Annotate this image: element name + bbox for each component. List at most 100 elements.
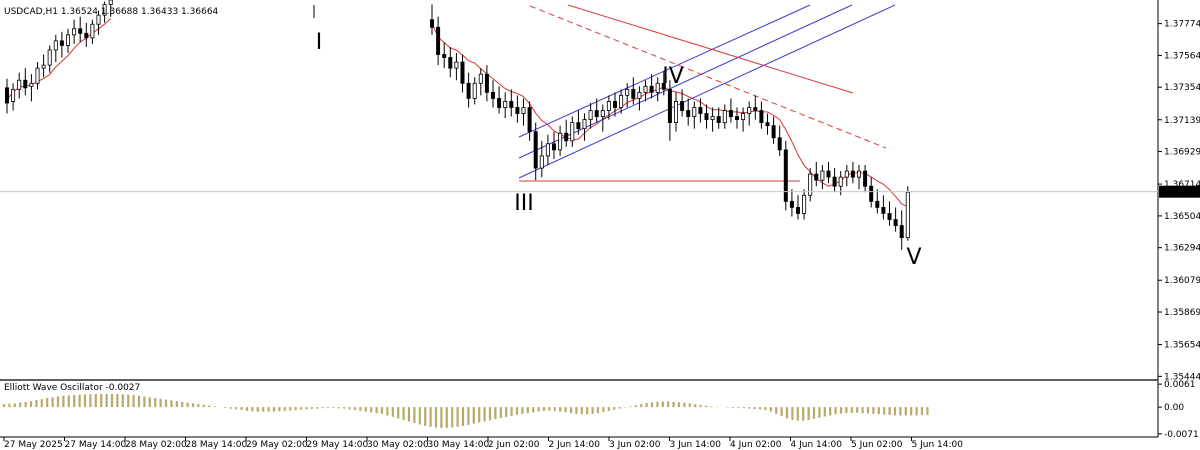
candle [893,207,898,232]
time-tick-label: 3 Jun 14:00 [670,440,722,450]
candle [869,177,874,208]
candle-body [484,73,489,93]
candle [716,107,721,129]
oscillator-axis: 0.0061 0.00 -0.0071 [1158,380,1199,440]
candle [789,189,794,217]
candle-body [832,176,837,187]
candle-body [716,116,721,124]
candle-body [698,107,703,114]
candle-body [552,143,557,151]
candle [814,161,819,187]
candle-body [472,82,477,99]
candle-body [613,101,618,108]
candle [722,104,727,129]
candle-body [777,137,782,151]
candle-body [747,107,752,114]
candle-body [96,14,101,25]
candle-body [863,170,868,187]
candle-body [857,170,862,178]
candle-body [808,173,813,196]
time-tick-label: 2 Jun 02:00 [488,440,540,450]
price-tick-label: 1.37564 [1164,51,1200,61]
candle [741,107,746,132]
candle-body [102,4,107,16]
candle [753,95,758,120]
candle [11,83,16,111]
candle [686,98,691,126]
time-tick-label: 30 May 14:00 [428,440,490,450]
time-tick-label: 28 May 14:00 [186,440,248,450]
candle [637,86,642,111]
candle-body [460,61,465,84]
candle-body [759,110,764,124]
candle [728,98,733,123]
candle [72,19,77,44]
candle [674,92,679,132]
candle [509,89,514,117]
candle [887,201,892,226]
candle-body [66,34,71,46]
candle [905,186,910,241]
wave-label-i: I [316,30,323,55]
oscillator-title: Elliott Wave Oscillator -0.0027 [4,383,140,393]
osc-tick-label: 0.0061 [1164,380,1196,390]
price-tick-label: 1.35869 [1164,308,1200,318]
drawings-layer [313,4,896,182]
candle-body [515,107,520,114]
candle-body [545,143,550,157]
candle [899,210,904,250]
candle [588,102,593,129]
candle-body [17,79,22,90]
candle-body [850,170,855,178]
candle [606,95,611,120]
candle [436,16,441,66]
price-panel[interactable] [0,0,1158,380]
candle-body [869,185,874,202]
candle-body [802,194,807,214]
candle-body [521,107,526,114]
candle [863,165,868,193]
candle-body [533,131,538,169]
candle [600,104,605,132]
candle-body [887,213,892,220]
candle-body [570,122,575,142]
candle [35,62,40,90]
candle [735,107,740,129]
candle-body [539,155,544,169]
candle-body [53,40,58,51]
candle [527,101,532,141]
wave-label-iii: III [514,191,533,216]
price-tick-label: 1.36504 [1164,212,1200,222]
candle-body [741,113,746,121]
candle [582,113,587,141]
candle-body [655,82,660,93]
candle [41,54,46,78]
candle [96,10,101,35]
price-axis: 1.37774 1.37564 1.37354 1.37139 1.36929 1.367… [0,20,1200,382]
candle-body [90,23,95,39]
candle [857,165,862,190]
candle [90,19,95,44]
candle-body [497,98,502,108]
candle-body [11,88,16,102]
current-price-box [1159,185,1200,198]
candle-body [899,225,904,239]
candle [808,168,813,202]
candle-body [558,132,563,151]
candle-body [23,79,28,89]
candle [649,74,654,99]
candle-body [710,116,715,121]
time-tick-label: 5 Jun 02:00 [851,440,903,450]
current-price-label: 1.36664 [1161,188,1198,198]
candle [802,189,807,220]
candle-body [765,122,770,127]
candle [84,22,89,47]
osc-tick-label: 0.00 [1164,403,1184,413]
candle-body [41,64,46,69]
candle-body [661,82,666,90]
time-tick-label: 4 Jun 02:00 [730,440,782,450]
candle-body [905,191,910,239]
candle [844,165,849,187]
dashed-trendline [529,5,887,149]
